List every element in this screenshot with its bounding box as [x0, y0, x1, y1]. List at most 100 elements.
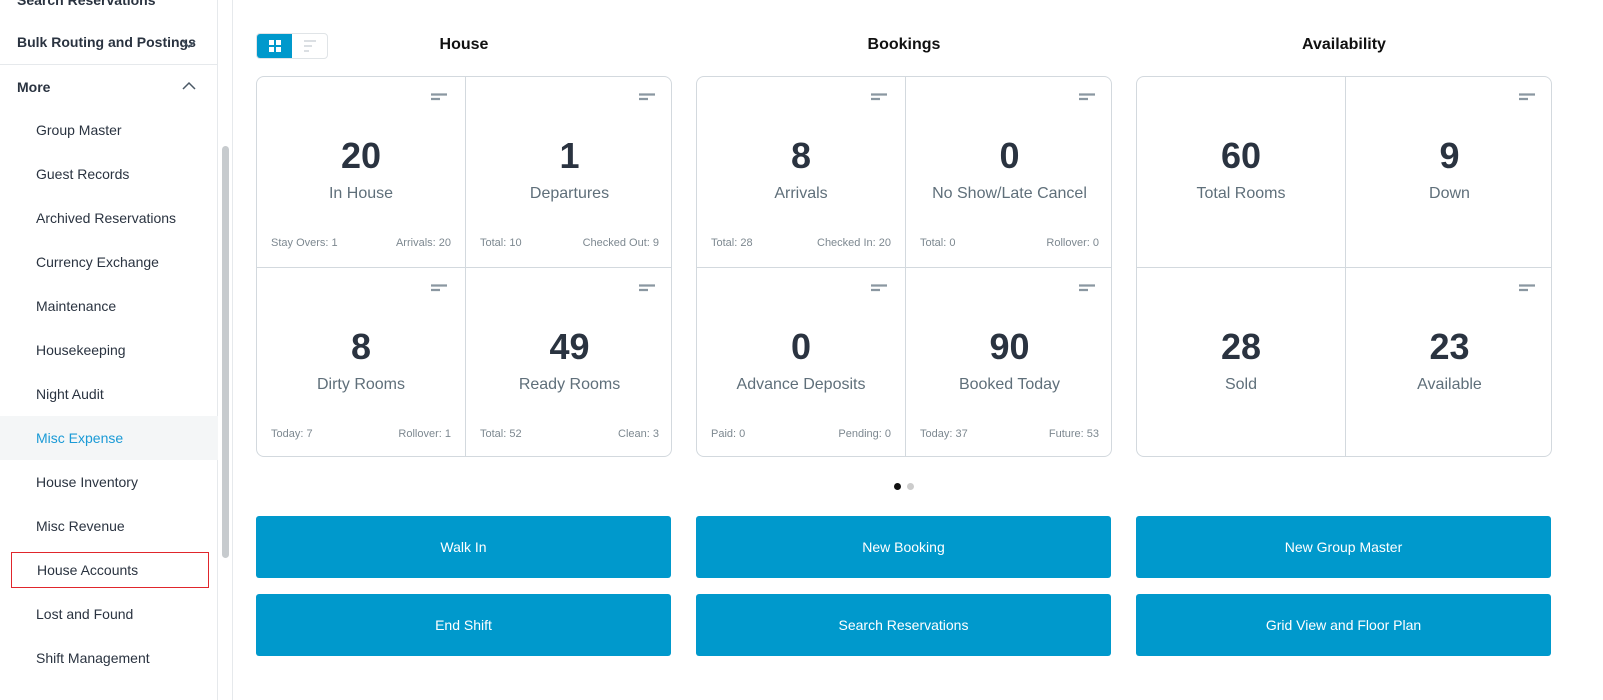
filter-menu-icon[interactable]: [431, 284, 447, 294]
section-title: House: [439, 36, 489, 53]
filter-menu-icon[interactable]: [1079, 284, 1095, 294]
label: Bulk Routing and Postings: [17, 34, 196, 50]
sidebar-item-label: House Inventory: [36, 474, 138, 490]
stat-value: 23: [1429, 326, 1470, 367]
chevron-down-icon: [182, 40, 196, 49]
stats-card-bookings: 8 Arrivals Total: 28 Checked In: 20 0 No Show…: [696, 76, 1112, 457]
filter-menu-icon[interactable]: [1519, 93, 1535, 103]
stat-tile[interactable]: 0 Advance Deposits Paid: 0 Pending: 0: [697, 267, 905, 456]
divider: [232, 0, 233, 700]
stat-value: 20: [340, 135, 382, 176]
stat-value: 8: [790, 135, 812, 176]
stat-sub-left: Total: 52: [480, 428, 522, 440]
new-group-master-button[interactable]: New Group Master: [1136, 516, 1551, 578]
sidebar-item-guest-records[interactable]: Guest Records: [0, 152, 218, 196]
stat-value: 28: [1220, 326, 1262, 367]
list-view-button[interactable]: [292, 34, 327, 58]
sidebar-item-maintenance[interactable]: Maintenance: [0, 284, 218, 328]
filter-menu-icon[interactable]: [871, 93, 887, 103]
filter-menu-icon[interactable]: [1079, 93, 1095, 103]
stat-sub-right: Rollover: 1: [398, 428, 451, 440]
stat-sub-left: Total: 10: [480, 237, 522, 249]
filter-menu-icon[interactable]: [639, 284, 655, 294]
stat-sub-right: Arrivals: 20: [395, 237, 451, 249]
page-dot-2[interactable]: [907, 483, 914, 490]
sidebar-item-night-audit[interactable]: Night Audit: [0, 372, 218, 416]
sidebar-section-bulk-routing[interactable]: Bulk Routing and Postings: [0, 20, 218, 64]
stat-label: No Show/Late Cancel: [932, 185, 1087, 202]
grid-view-icon: [268, 40, 281, 52]
sidebar-section-more[interactable]: More: [0, 65, 218, 109]
stat-sub-left: Total: 0: [920, 237, 956, 249]
filter-menu-icon[interactable]: [431, 93, 447, 103]
stat-label: Total Rooms: [1196, 185, 1286, 202]
stat-tile[interactable]: 0 No Show/Late Cancel Total: 0 Rollover: 0: [905, 77, 1111, 267]
stat-value: 1: [559, 135, 580, 176]
stat-sub-left: Total: 28: [711, 237, 753, 249]
filter-menu-icon[interactable]: [871, 284, 887, 294]
sidebar-item-misc-expense[interactable]: Misc Expense: [0, 416, 218, 460]
stat-sub-left: Today: 37: [920, 428, 968, 440]
sidebar-item-label: Lost and Found: [36, 606, 134, 622]
sidebar: Search Reservations Bulk Routing and Pos…: [0, 0, 218, 700]
sidebar-item-housekeeping[interactable]: Housekeeping: [0, 328, 218, 372]
grid-view-and-floor-plan-button[interactable]: Grid View and Floor Plan: [1136, 594, 1551, 656]
sidebar-item-currency-exchange[interactable]: Currency Exchange: [0, 240, 218, 284]
sidebar-item-label: House Accounts: [37, 562, 139, 578]
sidebar-scrollbar[interactable]: [222, 146, 229, 558]
list-view-icon: [303, 40, 316, 52]
sidebar-item-house-accounts[interactable]: House Accounts: [11, 552, 209, 588]
page-dot-1[interactable]: [894, 483, 901, 490]
sidebar-item-label: Group Master: [36, 122, 122, 138]
stat-tile[interactable]: 1 Departures Total: 10 Checked Out: 9: [465, 77, 671, 267]
stat-sub-right: Future: 53: [1048, 428, 1099, 440]
stat-tile[interactable]: 28 Sold: [1137, 267, 1345, 456]
sidebar-item-label: Misc Expense: [36, 430, 124, 446]
sidebar-item-label: Archived Reservations: [36, 210, 177, 226]
stat-tile[interactable]: 23 Available: [1345, 267, 1551, 456]
sidebar-item-label: Misc Revenue: [36, 518, 125, 534]
sidebar-item-archived-reservations[interactable]: Archived Reservations: [0, 196, 218, 240]
stat-tile[interactable]: 20 In House Stay Overs: 1 Arrivals: 20: [257, 77, 465, 267]
stat-label: Departures: [529, 185, 610, 202]
stat-tile[interactable]: 49 Ready Rooms Total: 52 Clean: 3: [465, 267, 671, 456]
sidebar-item-label: Maintenance: [36, 298, 117, 314]
stat-sub-right: Checked In: 20: [817, 237, 891, 249]
sidebar-item-shift-management[interactable]: Shift Management: [0, 636, 218, 680]
stat-sub-right: Pending: 0: [838, 428, 891, 440]
sidebar-item-group-master[interactable]: Group Master: [0, 108, 218, 152]
stat-value: 9: [1439, 135, 1460, 176]
stat-value: 0: [999, 135, 1020, 176]
stat-tile[interactable]: 8 Arrivals Total: 28 Checked In: 20: [697, 77, 905, 267]
sidebar-item-label: Currency Exchange: [36, 254, 159, 270]
stat-value: 60: [1220, 135, 1262, 176]
sidebar-item-lost-and-found[interactable]: Lost and Found: [0, 592, 218, 636]
stat-tile[interactable]: 60 Total Rooms: [1137, 77, 1345, 267]
new-booking-button[interactable]: New Booking: [696, 516, 1111, 578]
stat-tile[interactable]: 9 Down: [1345, 77, 1551, 267]
stat-value: 90: [989, 326, 1030, 367]
divider: [0, 64, 218, 65]
grid-view-button[interactable]: [257, 34, 292, 58]
stat-tile[interactable]: 8 Dirty Rooms Today: 7 Rollover: 1: [257, 267, 465, 456]
search-reservations-button[interactable]: Search Reservations: [696, 594, 1111, 656]
stat-sub-right: Checked Out: 9: [582, 237, 659, 249]
sidebar-item-label: Housekeeping: [36, 342, 126, 358]
walk-in-button[interactable]: Walk In: [256, 516, 671, 578]
filter-menu-icon[interactable]: [639, 93, 655, 103]
stat-tile[interactable]: 90 Booked Today Today: 37 Future: 53: [905, 267, 1111, 456]
label: Search Reservations: [17, 0, 156, 8]
stat-value: 0: [790, 326, 812, 367]
filter-menu-icon[interactable]: [1519, 284, 1535, 294]
sidebar-item-search-reservations[interactable]: Search Reservations: [0, 0, 218, 22]
sidebar-item-house-inventory[interactable]: House Inventory: [0, 460, 218, 504]
end-shift-button[interactable]: End Shift: [256, 594, 671, 656]
stats-card-house: 20 In House Stay Overs: 1 Arrivals: 20 1 Depa…: [256, 76, 672, 457]
view-toggle: [256, 33, 328, 59]
chevron-up-icon: [182, 81, 196, 90]
stat-label: Ready Rooms: [518, 376, 621, 393]
sidebar-item-label: Night Audit: [36, 386, 104, 402]
sidebar-item-misc-revenue[interactable]: Misc Revenue: [0, 504, 218, 548]
stat-sub-left: Stay Overs: 1: [271, 237, 338, 249]
stat-value: 49: [549, 326, 590, 367]
